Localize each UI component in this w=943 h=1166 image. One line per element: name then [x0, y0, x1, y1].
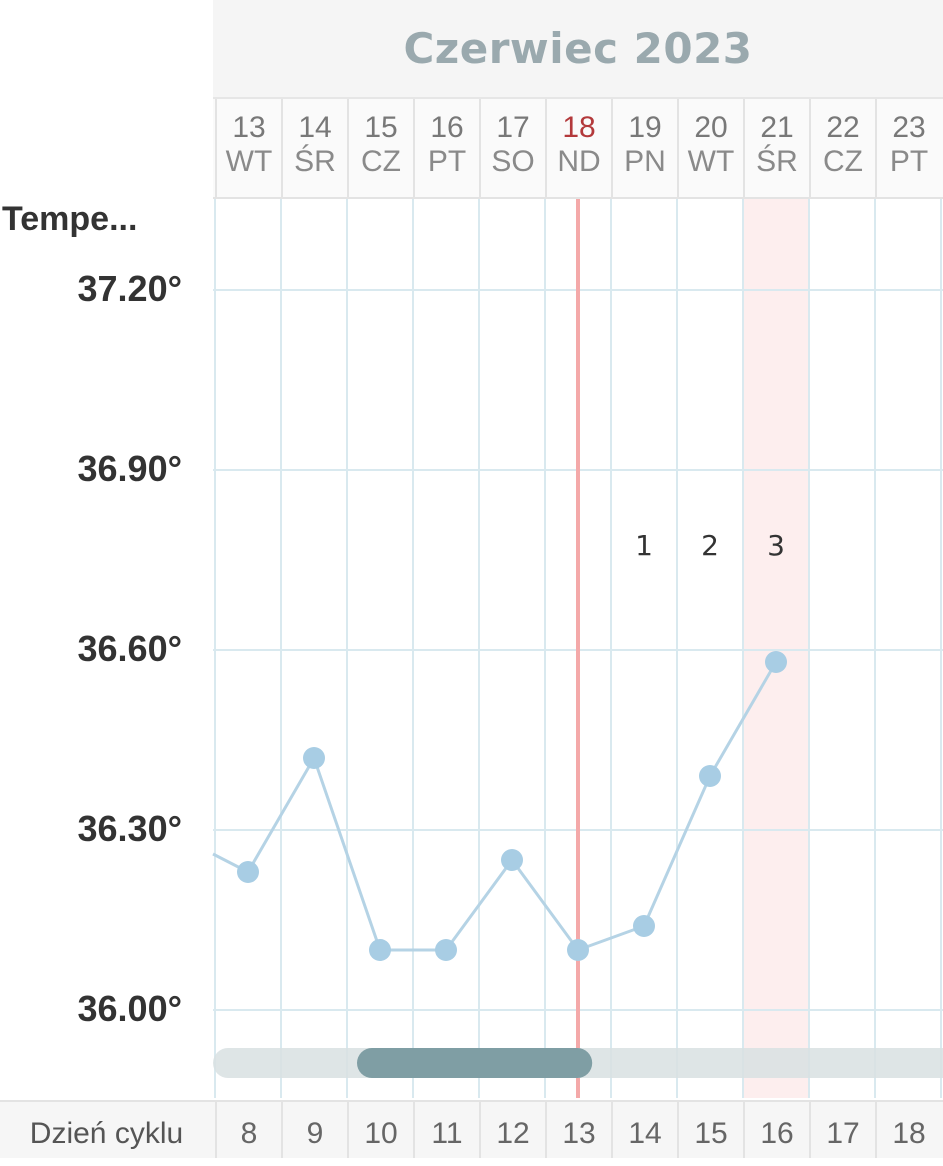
annotation-label: 1: [635, 529, 653, 562]
cycle-day-cell[interactable]: 9: [281, 1102, 347, 1158]
date-number: 13: [232, 111, 266, 144]
weekday-label: CZ: [361, 145, 401, 178]
weekday-label: PT: [889, 145, 929, 178]
temperature-point: [633, 915, 655, 937]
weekday-label: SO: [491, 145, 535, 178]
cycle-day-cell[interactable]: 17: [809, 1102, 875, 1158]
annotation-label: 3: [767, 529, 785, 562]
date-cell-13[interactable]: 13 WT: [215, 99, 281, 197]
date-cell-20[interactable]: 20 WT: [677, 99, 743, 197]
cycle-day-cell[interactable]: 18: [875, 1102, 941, 1158]
date-number: 14: [298, 111, 332, 144]
date-cell-15[interactable]: 15 CZ: [347, 99, 413, 197]
cycle-day-row: Dzień cyklu 8 9 10 11 12 13 14 15 16 17 18: [0, 1100, 943, 1158]
date-number: 17: [496, 111, 530, 144]
date-number: 18: [562, 111, 596, 144]
month-title: Czerwiec 2023: [403, 24, 753, 73]
date-cell-23[interactable]: 23 PT: [875, 99, 941, 197]
cycle-day-label: Dzień cyklu: [29, 1117, 184, 1150]
date-header-row: 13 WT 14 ŚR 15 CZ 16 PT 17 SO 18 ND 19 PN 20 WT 21 ŚR 22 CZ…: [213, 99, 943, 199]
temperature-point: [765, 651, 787, 673]
y-tick-label: 36.00°: [77, 988, 182, 1029]
temperature-point: [567, 939, 589, 961]
cycle-day-cell[interactable]: 15: [677, 1102, 743, 1158]
weekday-label: CZ: [823, 145, 863, 178]
scroll-thumb[interactable]: [357, 1048, 593, 1078]
month-header: Czerwiec 2023: [213, 0, 943, 99]
date-number: 22: [826, 111, 860, 144]
temperature-point: [435, 939, 457, 961]
date-number: 19: [628, 111, 662, 144]
date-cell-17[interactable]: 17 SO: [479, 99, 545, 197]
date-number: 20: [694, 111, 728, 144]
temperature-point: [369, 939, 391, 961]
temperature-point: [699, 765, 721, 787]
date-cell-22[interactable]: 22 CZ: [809, 99, 875, 197]
weekday-label: ŚR: [294, 145, 336, 178]
cycle-day-cell[interactable]: 11: [413, 1102, 479, 1158]
date-cell-19[interactable]: 19 PN: [611, 99, 677, 197]
date-number: 15: [364, 111, 398, 144]
date-cell-18[interactable]: 18 ND: [545, 99, 611, 197]
date-cell-16[interactable]: 16 PT: [413, 99, 479, 197]
weekday-label: PT: [427, 145, 467, 178]
cycle-day-cell[interactable]: 16: [743, 1102, 809, 1158]
y-axis-title: Tempe...: [2, 200, 138, 238]
temperature-line: [212, 661, 778, 952]
cycle-day-cell[interactable]: 13: [545, 1102, 611, 1158]
temperature-chart: 1 2 3: [212, 199, 943, 1098]
cycle-day-cell[interactable]: 14: [611, 1102, 677, 1158]
y-tick-label: 36.60°: [77, 628, 182, 669]
weekday-label: ND: [557, 145, 601, 178]
y-tick-label: 36.90°: [77, 448, 182, 489]
date-number: 23: [892, 111, 926, 144]
y-tick-label: 36.30°: [77, 808, 182, 849]
cycle-day-cell[interactable]: 8: [215, 1102, 281, 1158]
date-cell-14[interactable]: 14 ŚR: [281, 99, 347, 197]
date-number: 16: [430, 111, 464, 144]
highlight-column: [743, 199, 809, 1098]
date-cell-21[interactable]: 21 ŚR: [743, 99, 809, 197]
weekday-label: WT: [687, 145, 735, 178]
date-number: 21: [760, 111, 794, 144]
weekday-label: WT: [225, 145, 273, 178]
weekday-label: ŚR: [756, 145, 798, 178]
cycle-day-cell[interactable]: 12: [479, 1102, 545, 1158]
weekday-label: PN: [624, 145, 666, 178]
cycle-day-cell[interactable]: 10: [347, 1102, 413, 1158]
annotation-label: 2: [701, 529, 719, 562]
temperature-point: [237, 861, 259, 883]
y-tick-label: 37.20°: [77, 268, 182, 309]
temperature-point: [501, 849, 523, 871]
temperature-point: [303, 747, 325, 769]
